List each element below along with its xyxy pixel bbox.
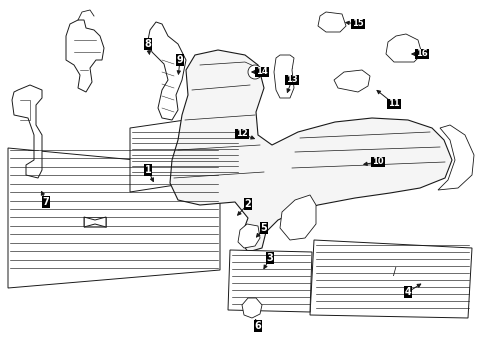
Text: 6: 6 xyxy=(255,321,261,331)
Text: 9: 9 xyxy=(176,55,183,65)
Text: 10: 10 xyxy=(372,158,384,166)
Circle shape xyxy=(248,65,262,79)
Polygon shape xyxy=(280,195,316,240)
Text: /: / xyxy=(393,267,396,277)
Text: 5: 5 xyxy=(261,223,268,233)
Polygon shape xyxy=(334,70,370,92)
Text: 13: 13 xyxy=(286,76,298,85)
Polygon shape xyxy=(318,12,346,32)
Polygon shape xyxy=(310,240,472,318)
Polygon shape xyxy=(148,22,186,120)
Polygon shape xyxy=(8,148,220,288)
Text: 4: 4 xyxy=(405,287,412,297)
Polygon shape xyxy=(242,298,262,318)
Text: 12: 12 xyxy=(236,130,248,139)
Polygon shape xyxy=(84,217,106,227)
Text: 15: 15 xyxy=(352,19,364,28)
Polygon shape xyxy=(66,20,104,92)
Polygon shape xyxy=(228,250,312,312)
Polygon shape xyxy=(130,112,240,192)
Text: 8: 8 xyxy=(145,39,151,49)
Polygon shape xyxy=(274,55,294,98)
Text: 3: 3 xyxy=(267,253,273,263)
Text: 2: 2 xyxy=(245,199,251,209)
Text: 1: 1 xyxy=(145,165,151,175)
Text: 11: 11 xyxy=(388,99,400,108)
Text: 16: 16 xyxy=(416,49,428,58)
Text: 14: 14 xyxy=(256,68,268,77)
Polygon shape xyxy=(12,85,42,178)
Text: 7: 7 xyxy=(43,197,49,207)
Polygon shape xyxy=(170,50,452,252)
Polygon shape xyxy=(386,34,422,62)
Polygon shape xyxy=(238,224,260,248)
Polygon shape xyxy=(438,125,474,190)
